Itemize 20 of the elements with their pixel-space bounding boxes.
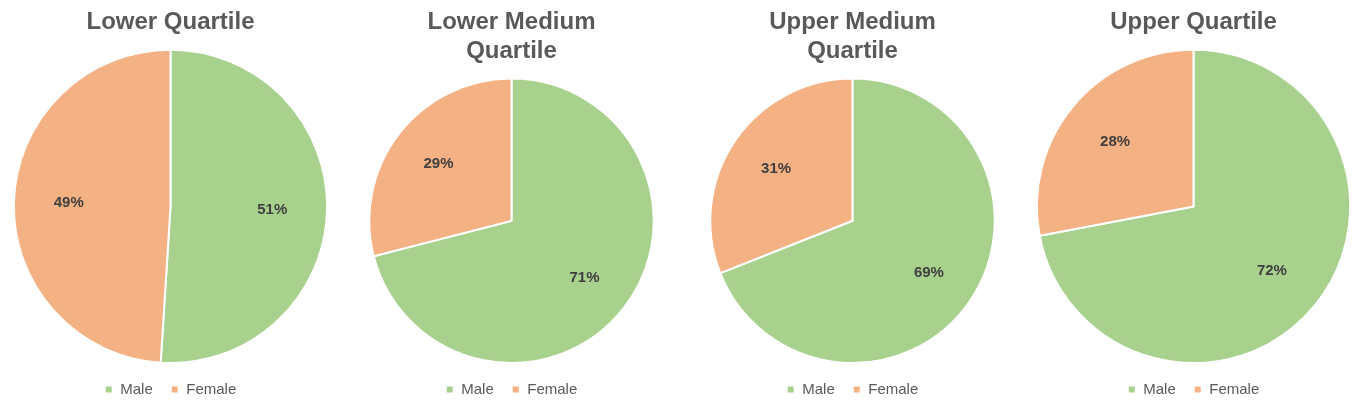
chart-title: Lower Quartile (86, 7, 255, 35)
legend-label: Male (1143, 379, 1176, 397)
chart-title: Upper Quartile (1110, 7, 1277, 35)
data-label: 51% (257, 199, 288, 217)
data-label: 28% (1100, 131, 1131, 149)
legend-label: Male (461, 379, 494, 397)
data-label: 72% (1256, 261, 1287, 279)
data-label: 49% (53, 193, 84, 211)
legend-label: Female (1209, 379, 1260, 397)
legend-label: Male (120, 379, 153, 397)
data-label: 71% (569, 267, 600, 285)
legend-label: Female (527, 379, 578, 397)
chart-title: Upper Medium Quartile (769, 7, 936, 63)
legend-label: Male (802, 379, 835, 397)
chart-title: Lower Medium Quartile (427, 7, 596, 63)
legend-label: Female (186, 379, 237, 397)
legend-label: Female (868, 379, 919, 397)
data-label: 69% (913, 262, 944, 280)
data-label: 31% (761, 158, 792, 176)
data-label: 29% (423, 154, 454, 172)
